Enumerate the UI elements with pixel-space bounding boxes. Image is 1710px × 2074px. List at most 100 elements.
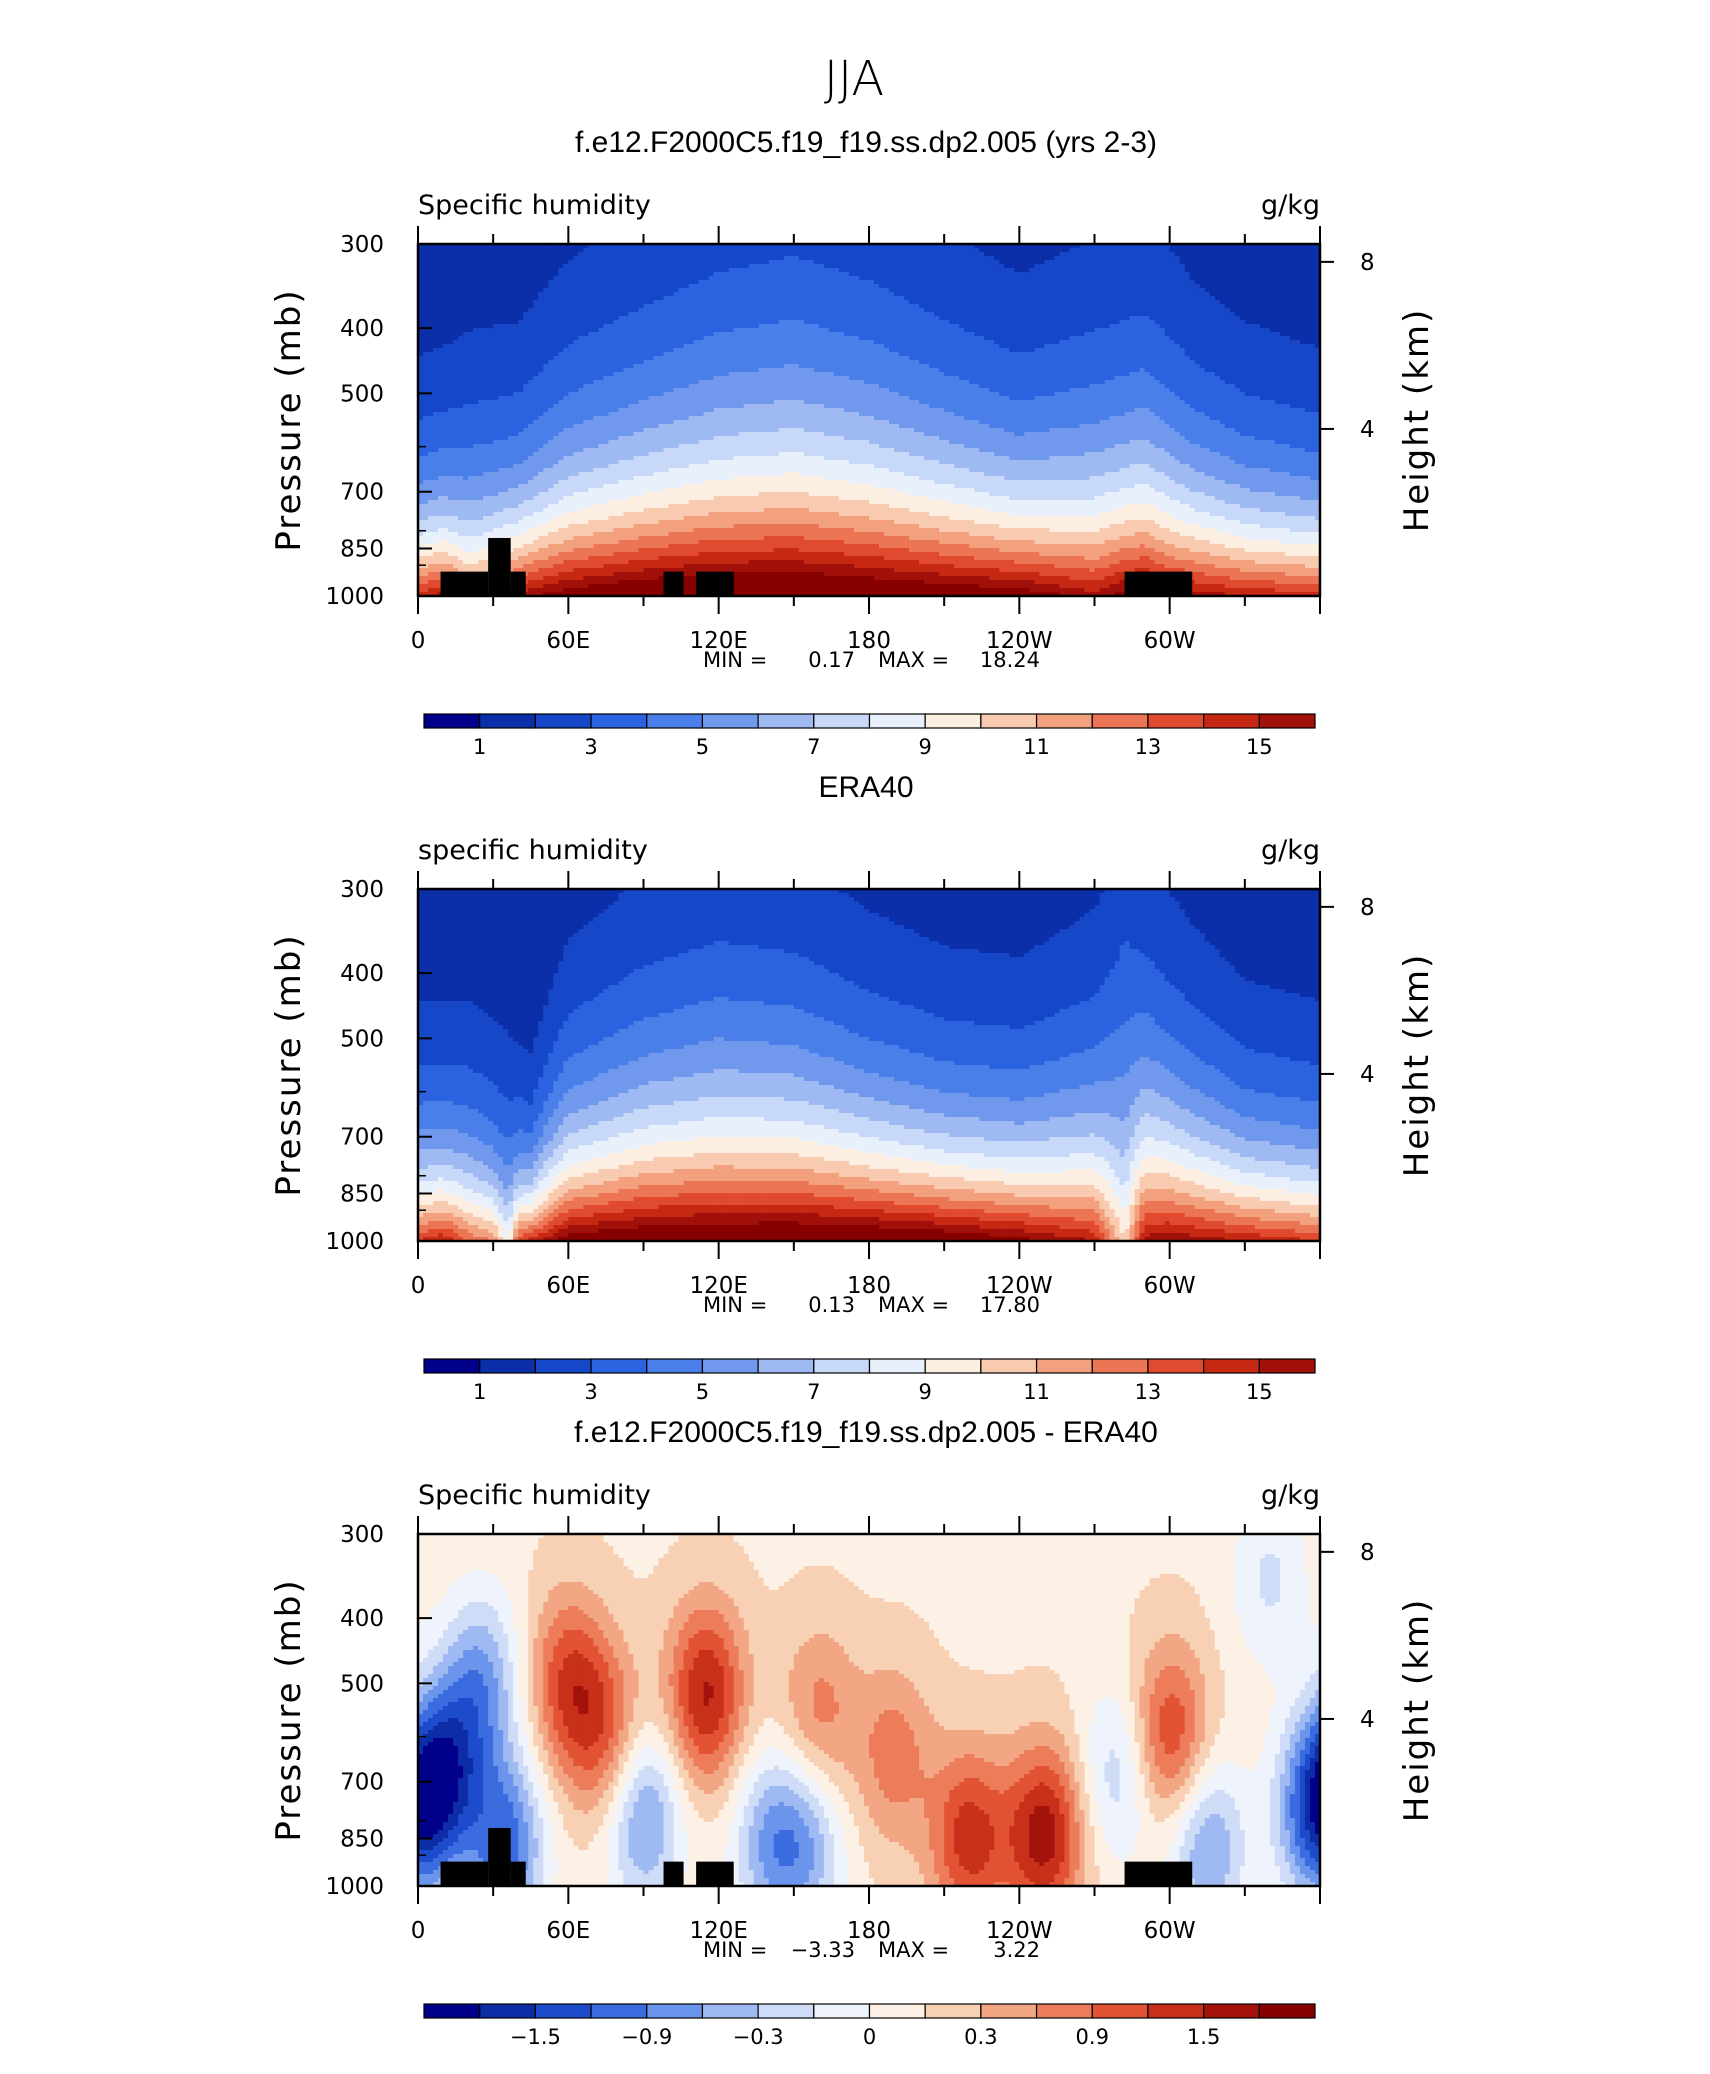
variable-label: specific humidity [418, 835, 648, 866]
x-tick-label: 60W [1144, 628, 1196, 654]
colorbar-label: 1 [473, 735, 486, 759]
colorbar-box [980, 1358, 1038, 1374]
colorbar-box [1091, 2003, 1149, 2019]
colorbar-box [1147, 2003, 1205, 2019]
y-tick-label: 400 [340, 316, 384, 342]
contour-fill [418, 244, 1320, 596]
contour-plot: 0 60E 120E 180 120W 60W 300 400 500 700 850 1000 8 4 [325, 871, 1375, 1299]
topography-block [510, 571, 526, 596]
topography-block [488, 1827, 511, 1886]
x-tick-label: 180 [847, 1918, 891, 1944]
y-tick-label: 500 [340, 1671, 384, 1697]
colorbar-box [646, 1358, 704, 1374]
colorbar-box [534, 1358, 592, 1374]
colorbar: 1 3 5 7 9 11 13 15 [423, 1358, 1316, 1404]
colorbar-label: 13 [1135, 1380, 1162, 1404]
colorbar-label: 7 [807, 1380, 820, 1404]
colorbar-box [423, 713, 481, 729]
y-tick-label: 850 [340, 1181, 384, 1207]
x-tick-label: 60W [1144, 1273, 1196, 1299]
variable-label: Specific humidity [418, 190, 651, 221]
colorbar-label: 15 [1246, 1380, 1273, 1404]
colorbar-box [757, 2003, 815, 2019]
contour-plot: 0 60E 120E 180 120W 60W 300 400 500 700 850 1000 8 4 [325, 226, 1375, 654]
x-tick-label: 120W [986, 628, 1053, 654]
topography-block [1124, 571, 1193, 596]
height-tick-label: 8 [1360, 1540, 1375, 1566]
colorbar-label: 5 [696, 1380, 709, 1404]
colorbar-box [534, 2003, 592, 2019]
colorbar-box [423, 2003, 481, 2019]
max-label: MAX = [878, 648, 949, 672]
y-tick-label: 300 [340, 877, 384, 903]
colorbar-box [479, 1358, 536, 1374]
colorbar-box [1258, 2003, 1316, 2019]
colorbar-box [757, 1358, 815, 1374]
panel-model: f.e12.F2000C5.f19_f19.ss.dp2.005 (yrs 2-… [269, 126, 1437, 759]
min-label: MIN = [703, 1293, 767, 1317]
height-tick-label: 4 [1360, 417, 1375, 443]
x-tick-label: 60W [1144, 1918, 1196, 1944]
topography-block [1124, 1861, 1193, 1886]
units-label: g/kg [1261, 1480, 1320, 1511]
height-tick-label: 4 [1360, 1062, 1375, 1088]
units-label: g/kg [1261, 835, 1320, 866]
colorbar-box [646, 713, 704, 729]
colorbar-box [813, 1358, 871, 1374]
units-label: g/kg [1261, 190, 1320, 221]
y-tick-label: 1000 [325, 1874, 384, 1900]
colorbar-label: 5 [696, 735, 709, 759]
height-tick-label: 8 [1360, 895, 1375, 921]
min-value: −3.33 [791, 1938, 855, 1962]
colorbar-label: 0.3 [964, 2025, 997, 2049]
topography-block [440, 571, 489, 596]
y-axis-label-right: Height (km) [1397, 1598, 1437, 1823]
colorbar-label: 1 [473, 1380, 486, 1404]
colorbar-box [924, 2003, 982, 2019]
topography-block [663, 571, 684, 596]
x-tick-label: 60E [546, 1918, 590, 1944]
x-tick-label: 60E [546, 1273, 590, 1299]
colorbar-box [980, 713, 1038, 729]
colorbar-box [1203, 2003, 1260, 2019]
colorbar-label: 11 [1023, 735, 1050, 759]
colorbar-label: 11 [1023, 1380, 1050, 1404]
y-axis-label-right: Height (km) [1397, 308, 1437, 533]
colorbar-box [1035, 1358, 1093, 1374]
colorbar-box [868, 2003, 926, 2019]
variable-label: Specific humidity [418, 1480, 651, 1511]
colorbar-label: −0.3 [733, 2025, 784, 2049]
x-tick-label: 60E [546, 628, 590, 654]
colorbar-box [423, 1358, 481, 1374]
x-tick-label: 120W [986, 1273, 1053, 1299]
colorbar-box [1203, 1358, 1260, 1374]
height-tick-label: 8 [1360, 250, 1375, 276]
x-tick-label: 180 [847, 1273, 891, 1299]
max-value: 3.22 [993, 1938, 1040, 1962]
colorbar-box [813, 2003, 871, 2019]
y-tick-label: 300 [340, 1522, 384, 1548]
x-tick-label: 0 [411, 1273, 426, 1299]
x-tick-label: 120E [689, 1273, 747, 1299]
colorbar-box [1091, 713, 1149, 729]
y-axis-label-right: Height (km) [1397, 953, 1437, 1178]
y-tick-label: 700 [340, 1770, 384, 1796]
colorbar-box [701, 1358, 759, 1374]
colorbar-label: 15 [1246, 735, 1273, 759]
colorbar-label: 3 [584, 735, 597, 759]
colorbar-box [1258, 1358, 1316, 1374]
y-axis-label: Pressure (mb) [269, 933, 309, 1196]
colorbar-label: 7 [807, 735, 820, 759]
y-tick-label: 500 [340, 381, 384, 407]
colorbar-box [590, 1358, 648, 1374]
colorbar-box [980, 2003, 1038, 2019]
y-tick-label: 400 [340, 1606, 384, 1632]
colorbar-box [1147, 713, 1205, 729]
colorbar-box [590, 2003, 648, 2019]
colorbar-label: 0.9 [1076, 2025, 1109, 2049]
colorbar-box [590, 713, 648, 729]
contour-fill [418, 1534, 1320, 1886]
min-value: 0.17 [808, 648, 855, 672]
x-tick-label: 120E [689, 628, 747, 654]
